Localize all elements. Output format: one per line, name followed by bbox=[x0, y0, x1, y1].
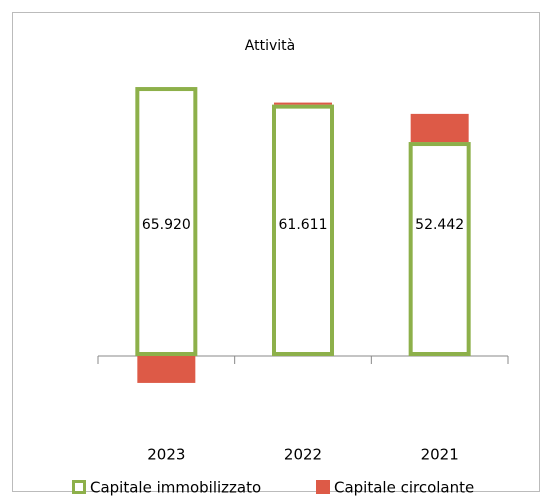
legend-swatch bbox=[72, 480, 86, 494]
bar bbox=[410, 113, 469, 143]
bar bbox=[272, 104, 334, 356]
legend-swatch bbox=[316, 480, 330, 494]
x-tick-label: 2023 bbox=[147, 446, 185, 464]
legend-label: Capitale immobilizzato bbox=[90, 479, 261, 497]
data-label: 65.920 bbox=[142, 217, 191, 233]
chart-title: Attività bbox=[245, 38, 295, 54]
x-tick-label: 2022 bbox=[284, 446, 322, 464]
legend-label: Capitale circolante bbox=[334, 479, 474, 497]
bar bbox=[274, 102, 332, 105]
x-tick-label: 2021 bbox=[421, 446, 459, 464]
bar bbox=[137, 356, 196, 383]
bar bbox=[408, 142, 471, 356]
bar bbox=[135, 87, 198, 357]
data-label: 61.611 bbox=[279, 217, 328, 233]
data-label: 52.442 bbox=[415, 217, 464, 233]
